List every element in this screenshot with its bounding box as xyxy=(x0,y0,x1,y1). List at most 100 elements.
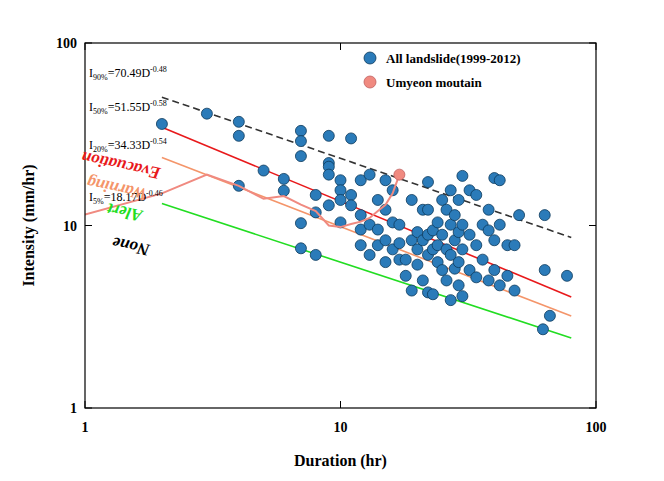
scatter-point xyxy=(417,275,428,286)
scatter-point xyxy=(471,189,482,200)
scatter-point xyxy=(489,265,500,276)
scatter-point xyxy=(406,194,417,205)
x-tick xyxy=(340,43,341,50)
scatter-point xyxy=(539,265,550,276)
scatter-point xyxy=(310,189,321,200)
scatter-point xyxy=(323,200,334,211)
x-tick-label: 10 xyxy=(334,420,348,435)
label-sup: -0.58 xyxy=(150,99,167,108)
scatter-point xyxy=(394,238,405,249)
scatter-point xyxy=(323,169,334,180)
scatter-point xyxy=(471,240,482,251)
scatter-point xyxy=(561,270,572,281)
scatter-point xyxy=(406,285,417,296)
y-tick-label: 1 xyxy=(70,401,77,416)
scatter-point xyxy=(364,249,375,260)
legend-label: All landslide(1999-2012) xyxy=(386,51,521,66)
scatter-point xyxy=(453,257,464,268)
scatter-point xyxy=(380,175,391,186)
scatter-point xyxy=(437,229,448,240)
scatter-point xyxy=(449,210,460,221)
y-tick-label: 100 xyxy=(56,36,77,51)
x-tick xyxy=(596,401,597,408)
scatter-point xyxy=(509,285,520,296)
scatter-point xyxy=(437,194,448,205)
scatter-point xyxy=(355,240,366,251)
legend-label: Umyeon moutain xyxy=(386,75,482,90)
x-tick xyxy=(340,401,341,408)
scatter-point xyxy=(295,243,306,254)
threshold-line xyxy=(162,204,571,338)
plot-marks xyxy=(85,97,572,338)
scatter-point xyxy=(380,257,391,268)
scatter-point xyxy=(441,275,452,286)
scatter-point xyxy=(364,169,375,180)
scatter-point xyxy=(494,175,505,186)
y-tick xyxy=(589,225,596,226)
scatter-point xyxy=(537,324,548,335)
label-sup: -0.54 xyxy=(150,137,167,146)
y-tick xyxy=(85,225,92,226)
zone-label: Alert xyxy=(105,199,145,225)
scatter-point xyxy=(432,217,443,228)
label-sup: -0.48 xyxy=(150,65,167,74)
scatter-point xyxy=(323,130,334,141)
y-tick xyxy=(85,408,92,409)
scatter-point xyxy=(295,125,306,136)
x-tick xyxy=(85,401,86,408)
scatter-point xyxy=(457,170,468,181)
zone-label: Warning xyxy=(85,173,149,204)
scatter-point xyxy=(335,175,346,186)
scatter-point xyxy=(412,259,423,270)
x-tick xyxy=(85,43,86,50)
scatter-point xyxy=(483,204,494,215)
scatter-point xyxy=(372,224,383,235)
y-axis-label: Intensity (mm/hr) xyxy=(20,164,38,286)
scatter-point xyxy=(278,185,289,196)
end-marker xyxy=(394,169,405,180)
scatter-point xyxy=(346,200,357,211)
scatter-point xyxy=(400,254,411,265)
scatter-point xyxy=(346,133,357,144)
scatter-point xyxy=(394,219,405,230)
scatter-point xyxy=(295,218,306,229)
legend-swatch xyxy=(364,52,376,64)
scatter-point xyxy=(457,291,468,302)
x-tick-label: 100 xyxy=(586,420,607,435)
scatter-point xyxy=(156,118,167,129)
scatter-point xyxy=(427,289,438,300)
x-tick-label: 1 xyxy=(82,420,89,435)
scatter-point xyxy=(233,130,244,141)
y-tick xyxy=(589,408,596,409)
scatter-point xyxy=(295,136,306,147)
scatter-point xyxy=(457,219,468,230)
scatter-point xyxy=(514,210,525,221)
scatter-point xyxy=(477,254,488,265)
plot-frame xyxy=(85,43,596,408)
scatter-point xyxy=(372,194,383,205)
scatter-point xyxy=(400,270,411,281)
scatter-point xyxy=(278,173,289,184)
label-part: =70.49D xyxy=(108,66,151,80)
scatter-point xyxy=(509,240,520,251)
scatter-point xyxy=(502,270,513,281)
scatter-point xyxy=(445,295,456,306)
scatter-point xyxy=(422,177,433,188)
zone-label: None xyxy=(110,233,152,260)
scatter-point xyxy=(380,235,391,246)
scatter-point xyxy=(464,229,475,240)
scatter-point xyxy=(489,235,500,246)
label-part: =51.55D xyxy=(108,100,151,114)
scatter-point xyxy=(453,194,464,205)
threshold-label: I50%=51.55D-0.58 xyxy=(89,99,167,116)
scatter-point xyxy=(539,210,550,221)
scatter-point xyxy=(310,249,321,260)
scatter-point xyxy=(471,272,482,283)
label-sub: 50% xyxy=(93,107,108,116)
scatter-point xyxy=(233,116,244,127)
x-tick xyxy=(596,43,597,50)
chart: 110100110100Duration (hr)Intensity (mm/h… xyxy=(0,0,664,481)
scatter-point xyxy=(457,244,468,255)
scatter-point xyxy=(483,225,494,236)
label-sub: 5% xyxy=(93,197,104,206)
